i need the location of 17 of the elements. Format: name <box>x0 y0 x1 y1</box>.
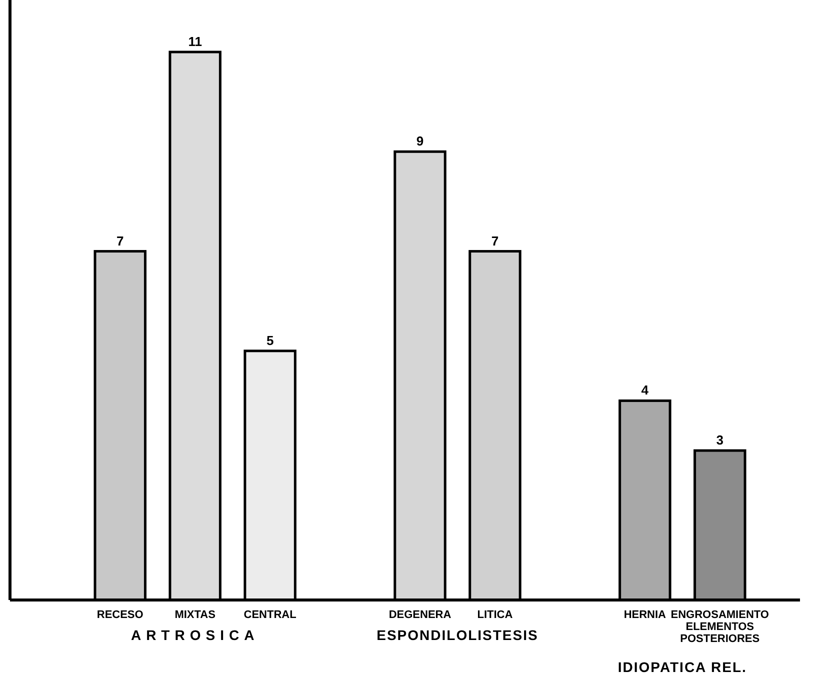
x-tick-label: LITICA <box>477 609 513 621</box>
data-label: 3 <box>716 432 724 448</box>
data-label: 7 <box>116 233 124 248</box>
data-label: 11 <box>188 34 202 49</box>
x-tick-label: MIXTAS <box>174 609 216 621</box>
data-label: 9 <box>416 134 424 149</box>
data-label: 5 <box>266 332 274 348</box>
x-tick-label: RECESO <box>96 609 144 621</box>
data-label: 4 <box>641 382 650 398</box>
data-label: 7 <box>491 233 499 248</box>
x-tick-label: HERNIA <box>624 609 666 621</box>
x-tick-label: ENGROSAMIENTO ELEMENTOS POSTERIORES <box>670 609 770 645</box>
text: IDIOPATICA REL. <box>618 659 747 675</box>
x-tick-label: DEGENERA <box>388 609 452 621</box>
x-tick-label: CENTRAL <box>244 609 297 621</box>
text: ESPONDILOLISTESIS <box>376 627 538 643</box>
text: ARTROSICA <box>130 627 260 643</box>
